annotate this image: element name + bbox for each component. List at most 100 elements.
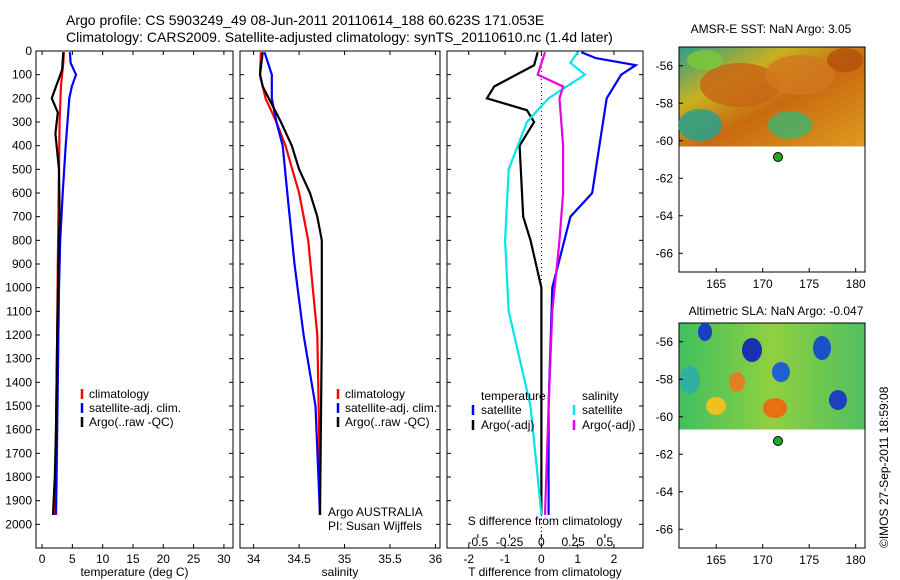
map-x-tick-label: 165 bbox=[706, 553, 726, 567]
float-marker-sst bbox=[773, 152, 783, 162]
sla-low-patch bbox=[698, 323, 712, 341]
y-tick-label: 400 bbox=[12, 139, 32, 153]
y-tick-label: 800 bbox=[12, 233, 32, 247]
map-y-tick-label: -64 bbox=[656, 485, 674, 499]
y-tick-label: 1000 bbox=[5, 281, 32, 295]
map-y-tick-label: -62 bbox=[656, 171, 674, 185]
sla-high-patch bbox=[729, 372, 745, 392]
sla-low-patch bbox=[742, 338, 762, 362]
map-x-tick-label: 170 bbox=[753, 553, 773, 567]
s-axis-label: S difference from climatology bbox=[468, 514, 623, 528]
s-tick-label: -0.5 bbox=[468, 535, 489, 549]
sla-mid-patch bbox=[680, 366, 700, 394]
s-tick-label: 0 bbox=[538, 535, 545, 549]
sst-warm-patch bbox=[765, 55, 835, 95]
sla-low-patch bbox=[829, 390, 847, 410]
s-tick-label: 0.5 bbox=[597, 535, 614, 549]
x-tick-label: 36 bbox=[429, 552, 443, 566]
x-tick-label: 35 bbox=[338, 552, 352, 566]
map-y-tick-label: -56 bbox=[656, 335, 674, 349]
sla-high-patch bbox=[706, 397, 726, 415]
map-x-tick-label: 170 bbox=[753, 277, 773, 291]
legend-label: satellite bbox=[582, 403, 623, 417]
y-tick-label: 700 bbox=[12, 210, 32, 224]
legend-label: climatology bbox=[89, 387, 149, 401]
credit-label: ©IMOS 27-Sep-2011 18:59:08 bbox=[877, 386, 891, 548]
sla-low-patch bbox=[772, 362, 790, 382]
page-subtitle: Climatology: CARS2009. Satellite-adjuste… bbox=[66, 29, 613, 45]
sst-map bbox=[678, 46, 866, 273]
panel-salinity: 34 34.5 35 35.5 36 salinity climatologysatelli… bbox=[239, 50, 443, 579]
y-tick-label: 1300 bbox=[5, 352, 32, 366]
legend-label: satellite-adj. clim. bbox=[345, 401, 437, 415]
y-tick-label: 600 bbox=[12, 186, 32, 200]
y-tick-label: 1200 bbox=[5, 328, 32, 342]
sla-high-patch bbox=[763, 398, 787, 418]
panel-temperature: 0 100 200 300 400 500 600 700 800 900 1000 1100 1200… bbox=[5, 44, 234, 579]
map-y-tick-label: -66 bbox=[656, 522, 674, 536]
argo-agency-label: Argo AUSTRALIA bbox=[328, 505, 423, 519]
sst-cool-patch bbox=[768, 111, 812, 139]
map-y-tick-label: -66 bbox=[656, 246, 674, 260]
legend-label: climatology bbox=[345, 387, 405, 401]
legend-label: Argo(..raw -QC) bbox=[345, 415, 430, 429]
sst-cool-patch bbox=[687, 50, 723, 70]
x-axis-label: T difference from climatology bbox=[468, 565, 622, 579]
map-x-tick-label: 175 bbox=[799, 277, 819, 291]
legend-header: salinity bbox=[582, 389, 619, 403]
series-line-satellite-adj-clim- bbox=[263, 51, 322, 515]
map-x-tick-label: 180 bbox=[846, 553, 866, 567]
sst-warm-patch bbox=[700, 63, 780, 107]
y-tick-label: 2000 bbox=[5, 517, 32, 531]
y-tick-label: 1900 bbox=[5, 494, 32, 508]
series-line-argo-adj- bbox=[536, 51, 565, 515]
map-x-tick-label: 175 bbox=[799, 553, 819, 567]
panel-differences: -2 -1 0 1 2T difference from climatology -0.5… bbox=[446, 50, 644, 579]
x-tick-label: 20 bbox=[157, 552, 171, 566]
temperature-frame bbox=[35, 50, 234, 549]
map-y-tick-label: -56 bbox=[656, 59, 674, 73]
page-title: Argo profile: CS 5903249_49 08-Jun-2011 … bbox=[66, 12, 545, 28]
series-line-climatology bbox=[258, 52, 322, 515]
x-tick-label: 0 bbox=[39, 552, 46, 566]
x-tick-label: 34.5 bbox=[287, 552, 311, 566]
sla-map bbox=[678, 322, 866, 549]
sla-map-title: Altimetric SLA: NaN Argo: -0.047 bbox=[689, 304, 864, 318]
x-tick-label: 34 bbox=[247, 552, 261, 566]
series-line-satellite-adj-clim- bbox=[54, 52, 78, 515]
sst-map-title: AMSR-E SST: NaN Argo: 3.05 bbox=[691, 22, 852, 36]
x-tick-label: 1 bbox=[574, 552, 581, 566]
y-tick-label: 1700 bbox=[5, 446, 32, 460]
y-tick-label: 1100 bbox=[6, 304, 32, 318]
legend-label: Argo(-adj) bbox=[481, 418, 534, 432]
x-tick-label: 5 bbox=[69, 552, 76, 566]
series-line-argo-raw-qc- bbox=[258, 52, 323, 515]
salinity-frame bbox=[239, 50, 441, 549]
y-tick-label: 100 bbox=[12, 68, 32, 82]
y-tick-label: 1500 bbox=[5, 399, 32, 413]
x-tick-label: 25 bbox=[187, 552, 201, 566]
differences-frame bbox=[446, 50, 644, 549]
map-y-tick-label: -58 bbox=[656, 372, 674, 386]
series-line-argo-adj- bbox=[485, 51, 543, 515]
y-tick-label: 300 bbox=[12, 115, 32, 129]
x-tick-label: 30 bbox=[217, 552, 231, 566]
x-axis-label: temperature (deg C) bbox=[80, 565, 188, 579]
y-tick-label: 900 bbox=[12, 257, 32, 271]
x-tick-label: -1 bbox=[500, 552, 511, 566]
map-y-tick-label: -60 bbox=[656, 410, 674, 424]
y-tick-label: 500 bbox=[12, 162, 32, 176]
float-marker-sla bbox=[773, 436, 783, 446]
map-y-tick-label: -62 bbox=[656, 447, 674, 461]
y-tick-label: 200 bbox=[12, 91, 32, 105]
pi-label: PI: Susan Wijffels bbox=[328, 519, 422, 533]
legend-label: satellite-adj. clim. bbox=[89, 401, 181, 415]
map-x-tick-label: 165 bbox=[706, 277, 726, 291]
sla-low-patch bbox=[813, 336, 831, 360]
sst-warm-patch bbox=[827, 48, 863, 72]
series-line-satellite bbox=[503, 51, 587, 516]
s-tick-label: -0.25 bbox=[496, 535, 524, 549]
sst-cool-patch bbox=[678, 109, 722, 141]
legend-label: Argo(..raw -QC) bbox=[89, 415, 174, 429]
